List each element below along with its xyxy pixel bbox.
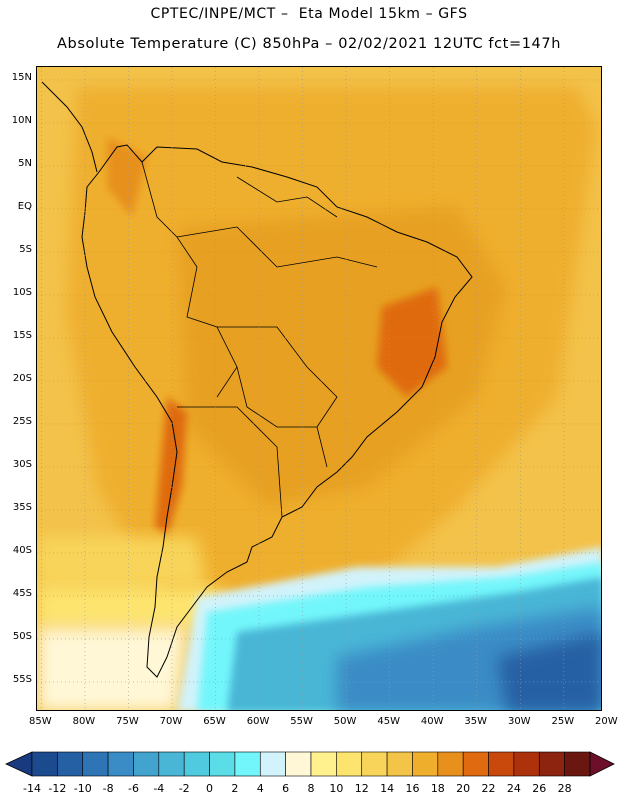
latitude-tick-label: 10N [11, 114, 32, 126]
color-scale-bar [5, 751, 615, 777]
latitude-tick-label: EQ [17, 200, 32, 212]
chart-title-line-2: Absolute Temperature (C) 850hPa – 02/02/… [57, 36, 561, 52]
colorbar-tick-label: 0 [206, 782, 214, 795]
colorbar-swatch [462, 751, 489, 777]
colorbar-swatch [31, 751, 58, 777]
colorbar-swatch [183, 751, 210, 777]
colorbar-tick-label: 24 [506, 782, 521, 795]
colorbar-tick-label: 4 [256, 782, 264, 795]
colorbar-tick-label: 14 [380, 782, 395, 795]
colorbar-tick-label: -14 [23, 782, 41, 795]
colorbar-tick-label: 8 [307, 782, 315, 795]
country-borders [141, 161, 378, 518]
colorbar-tick-label: 6 [282, 782, 290, 795]
colorbar-swatch [437, 751, 464, 777]
colorbar-swatch [336, 751, 363, 777]
longitude-tick-label: 55W [290, 716, 313, 727]
longitude-tick-label: 60W [246, 716, 270, 727]
colorbar-tick-label: 2 [231, 782, 239, 795]
map-panel [36, 66, 602, 711]
longitude-tick-label: 75W [116, 716, 139, 727]
colorbar-tick-label: -6 [127, 782, 139, 795]
colorbar-swatch [285, 751, 312, 777]
colorbar-swatch [361, 751, 388, 777]
colorbar-swatch [412, 751, 439, 777]
colorbar-swatch [209, 751, 236, 777]
colorbar-over-arrow [589, 751, 615, 777]
colorbar-swatch [234, 751, 261, 777]
colorbar-tick-label: 12 [354, 782, 369, 795]
latitude-tick-label: 15N [11, 71, 32, 83]
colorbar-tick-label: -12 [48, 782, 67, 795]
colorbar-tick-label: 28 [557, 782, 572, 795]
longitude-tick-label: 65W [203, 716, 226, 727]
colorbar-tick-label: 18 [430, 782, 445, 795]
longitude-tick-label: 25W [551, 716, 575, 727]
latitude-tick-label: 30S [12, 458, 32, 470]
latitude-tick-label: 5N [18, 157, 32, 169]
temperature-field [37, 67, 601, 710]
colorbar-tick-label: -10 [73, 782, 92, 795]
colorbar-under-arrow [5, 751, 33, 777]
latitude-tick-label: 20S [12, 372, 32, 384]
longitude-tick-label: 40W [420, 716, 444, 727]
colorbar-swatch [513, 751, 540, 777]
colorbar-tick-label: -8 [102, 782, 114, 795]
colorbar-swatch [538, 751, 565, 777]
colorbar-swatch [82, 751, 109, 777]
latitude-tick-label: 35S [12, 501, 32, 513]
latitude-tick-label: 5S [19, 243, 32, 255]
colorbar-swatch [259, 751, 286, 777]
chart-title-line-1: CPTEC/INPE/MCT – Eta Model 15km – GFS [150, 6, 468, 22]
colorbar-swatch [133, 751, 160, 777]
colorbar-tick-label: 26 [532, 782, 547, 795]
latitude-tick-label: 55S [12, 673, 32, 685]
longitude-tick-label: 50W [333, 716, 357, 727]
colorbar-tick-label: 10 [329, 782, 344, 795]
coastline [41, 81, 473, 678]
latitude-tick-label: 45S [12, 587, 32, 599]
colorbar-swatch [158, 751, 185, 777]
colorbar-tick-label: -2 [178, 782, 190, 795]
colorbar-swatch [564, 751, 591, 777]
temperature-map [37, 67, 601, 710]
longitude-tick-label: 70W [159, 716, 183, 727]
latitude-tick-label: 50S [12, 630, 32, 642]
longitude-tick-label: 80W [72, 716, 96, 727]
longitude-tick-label: 20W [595, 716, 618, 727]
longitude-tick-label: 35W [464, 716, 488, 727]
colorbar-tick-label: 16 [405, 782, 420, 795]
colorbar-swatch [488, 751, 515, 777]
longitude-tick-label: 30W [507, 716, 531, 727]
latitude-tick-label: 15S [12, 329, 32, 341]
colorbar-swatch [386, 751, 413, 777]
latitude-tick-label: 25S [12, 415, 32, 427]
latitude-tick-label: 40S [12, 544, 32, 556]
colorbar-swatch [107, 751, 134, 777]
colorbar-swatch [310, 751, 337, 777]
latitude-tick-label: 10S [12, 286, 32, 298]
colorbar-tick-label: 20 [456, 782, 471, 795]
colorbar-swatch [57, 751, 84, 777]
longitude-tick-label: 85W [29, 716, 52, 727]
colorbar-tick-label: 22 [481, 782, 496, 795]
longitude-tick-label: 45W [377, 716, 400, 727]
colorbar-tick-label: -4 [153, 782, 165, 795]
